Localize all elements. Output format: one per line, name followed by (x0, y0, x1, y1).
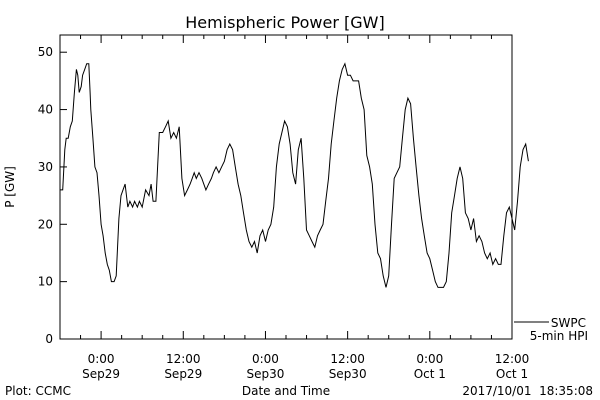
timestamp: 2017/10/01 18:35:08 (462, 384, 593, 398)
y-tick-label: 10 (38, 275, 53, 289)
chart-title: Hemispheric Power [GW] (185, 13, 384, 32)
x-tick-date-label: Sep30 (329, 367, 367, 381)
x-tick-time-label: 12:00 (495, 352, 530, 366)
y-tick-label: 40 (38, 103, 53, 117)
series-line-swpc (60, 62, 529, 288)
plot-frame (59, 34, 513, 340)
x-tick-date-label: Oct 1 (414, 367, 446, 381)
x-tick-date-label: Sep29 (82, 367, 120, 381)
y-tick-label: 0 (45, 332, 53, 346)
legend-5min-hpi: 5-min HPI (530, 329, 588, 343)
y-axis-label: P [GW] (3, 166, 17, 208)
x-tick-date-label: Sep30 (247, 367, 285, 381)
x-axis-label: Date and Time (242, 384, 330, 398)
plot-credit: Plot: CCMC (5, 384, 71, 398)
x-tick-date-label: Oct 1 (496, 367, 528, 381)
x-tick-time-label: 0:00 (252, 352, 279, 366)
y-tick-label: 20 (38, 217, 53, 231)
x-tick-time-label: 12:00 (166, 352, 201, 366)
y-tick-label: 50 (38, 45, 53, 59)
x-axis-ticks: 0:00Sep2912:00Sep290:00Sep3012:00Sep300:… (59, 35, 530, 381)
x-tick-time-label: 12:00 (330, 352, 365, 366)
y-tick-label: 30 (38, 160, 53, 174)
y-axis-ticks: 0 10 20 30 40 50 (38, 45, 67, 346)
x-tick-date-label: Sep29 (164, 367, 202, 381)
x-tick-time-label: 0:00 (88, 352, 115, 366)
x-tick-time-label: 0:00 (416, 352, 443, 366)
legend-swpc: SWPC (551, 316, 586, 330)
